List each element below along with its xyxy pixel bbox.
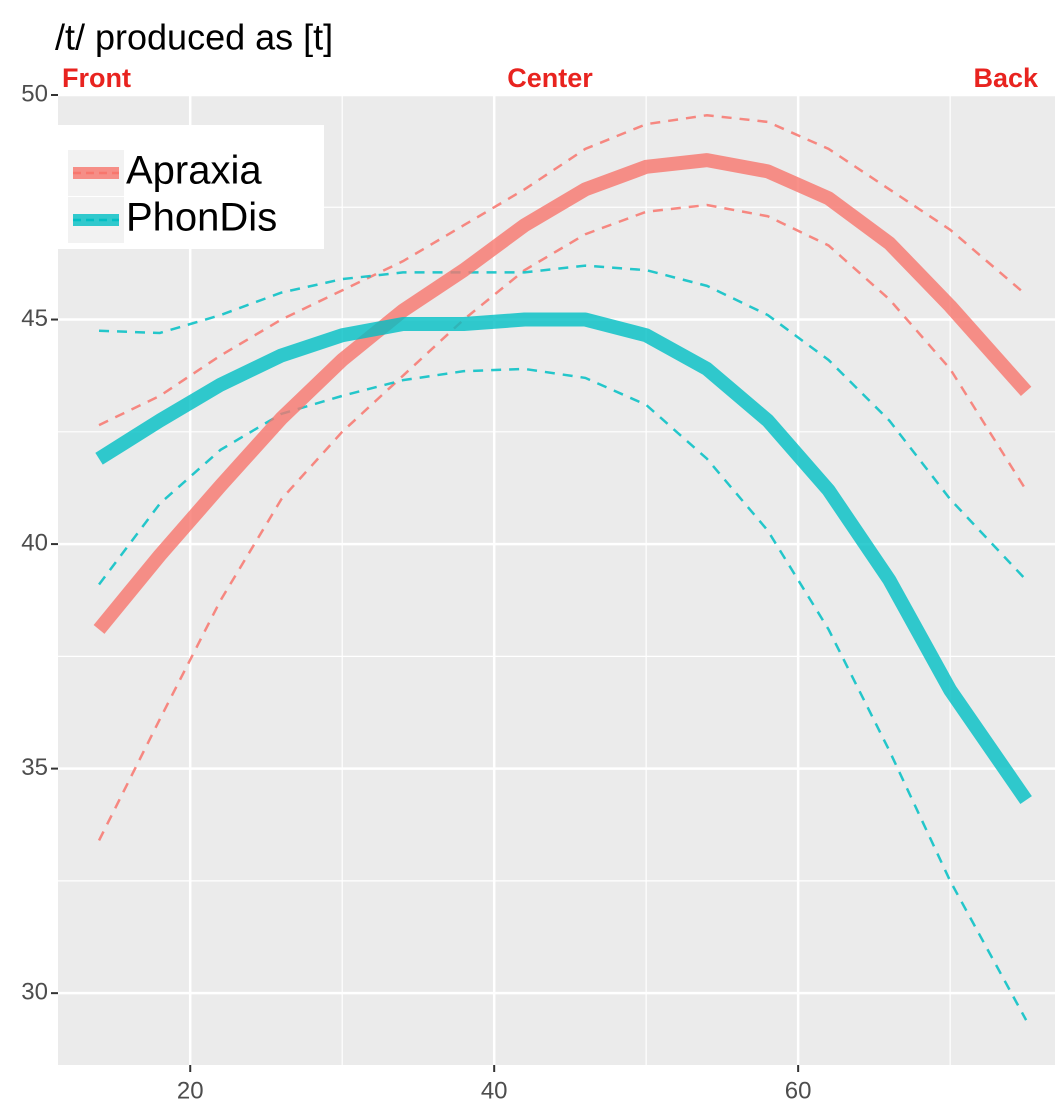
annotation: Back xyxy=(973,63,1039,93)
chart-title: /t/ produced as [t] xyxy=(55,17,333,58)
y-tick-label: 35 xyxy=(21,754,48,781)
x-tick-label: 40 xyxy=(481,1077,508,1104)
fit-line xyxy=(95,312,1032,805)
annotation: Front xyxy=(62,63,131,93)
confidence-line xyxy=(97,203,1028,842)
fit-line xyxy=(93,153,1032,634)
x-tick-label: 20 xyxy=(177,1077,204,1104)
confidence-line xyxy=(98,113,1027,427)
confidence-line xyxy=(98,367,1028,1021)
x-tick-label: 60 xyxy=(785,1077,812,1104)
y-tick-label: 40 xyxy=(21,529,48,556)
annotation: Center xyxy=(507,63,593,93)
legend-label: PhonDis xyxy=(126,196,277,240)
y-tick-label: 45 xyxy=(21,305,48,332)
y-tick-label: 30 xyxy=(21,978,48,1005)
y-tick-label: 50 xyxy=(21,80,48,107)
legend-label: Apraxia xyxy=(126,149,262,193)
